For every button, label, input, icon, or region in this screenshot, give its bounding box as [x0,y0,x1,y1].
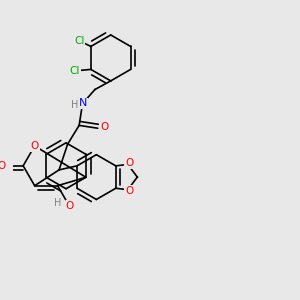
Text: O: O [31,141,39,151]
Text: H: H [54,198,61,208]
Text: O: O [0,161,5,171]
Text: Cl: Cl [74,36,85,46]
Text: Cl: Cl [70,66,80,76]
Text: O: O [125,158,134,168]
Text: O: O [65,201,74,211]
Text: O: O [125,186,134,196]
Text: H: H [71,100,79,110]
Text: O: O [100,122,108,132]
Text: N: N [79,98,88,108]
